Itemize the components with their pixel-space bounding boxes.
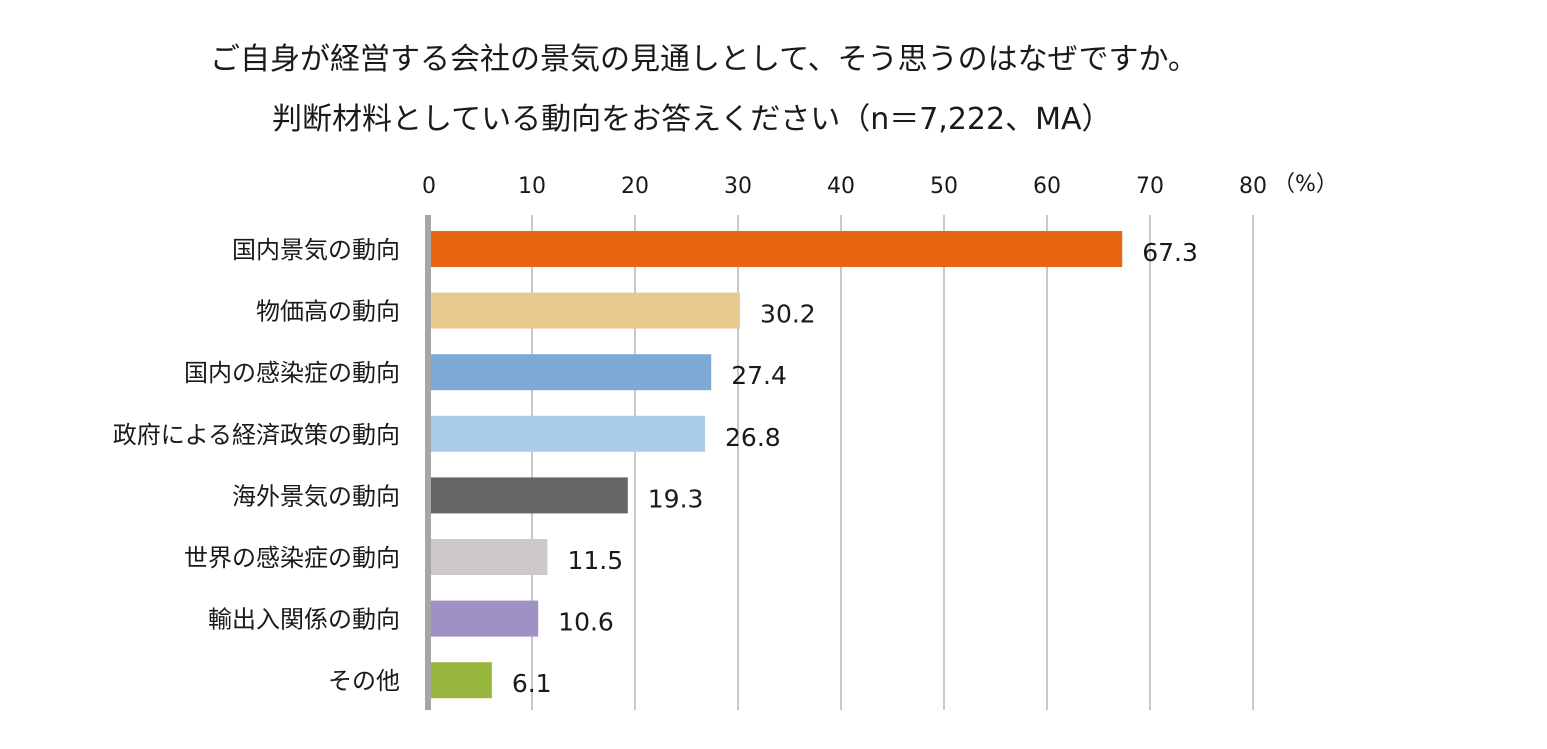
x-tick-label: 20 [621, 174, 649, 199]
x-tick-label: 70 [1136, 174, 1164, 199]
category-label: 国内の感染症の動向 [184, 359, 400, 387]
bar-4 [429, 415, 706, 452]
x-tick-label: 60 [1033, 174, 1061, 199]
data-label: 10.6 [558, 608, 614, 637]
x-tick-label: 50 [930, 174, 958, 199]
x-tick-label: 10 [518, 174, 546, 199]
category-label: 国内景気の動向 [232, 236, 400, 264]
data-label: 11.5 [567, 546, 623, 575]
x-tick-label: 40 [827, 174, 855, 199]
x-tick-label: 30 [724, 174, 752, 199]
data-label: 6.1 [512, 669, 552, 698]
data-label: 67.3 [1142, 238, 1198, 267]
category-label: 海外景気の動向 [232, 482, 400, 510]
data-label: 19.3 [648, 484, 704, 513]
category-label: 政府による経済政策の動向 [113, 421, 400, 449]
x-tick-label: 0 [422, 174, 436, 199]
category-label: 物価高の動向 [256, 298, 400, 326]
data-label: 26.8 [725, 423, 781, 452]
data-label: 27.4 [731, 361, 787, 390]
bar-5 [429, 477, 628, 514]
bar-7 [429, 600, 539, 637]
bar-3 [429, 354, 712, 391]
category-label: その他 [328, 667, 400, 695]
y-axis-line [425, 215, 431, 710]
chart-title-line-1: ご自身が経営する会社の景気の見通しとして、そう思うのはなぜですか。 [210, 42, 1198, 77]
bar-1 [429, 231, 1123, 267]
data-label: 30.2 [760, 300, 816, 329]
x-tick-label: 80 [1239, 174, 1267, 199]
category-label: 輸出入関係の動向 [208, 606, 400, 634]
bar-2 [429, 292, 741, 329]
category-label: 世界の感染症の動向 [184, 544, 400, 572]
bar-8 [429, 662, 492, 699]
chart-title-line-2: 判断材料としている動向をお答えください（n＝7,222、MA） [272, 102, 1112, 137]
bar-6 [429, 539, 548, 575]
unit-label: （%） [1273, 172, 1338, 197]
